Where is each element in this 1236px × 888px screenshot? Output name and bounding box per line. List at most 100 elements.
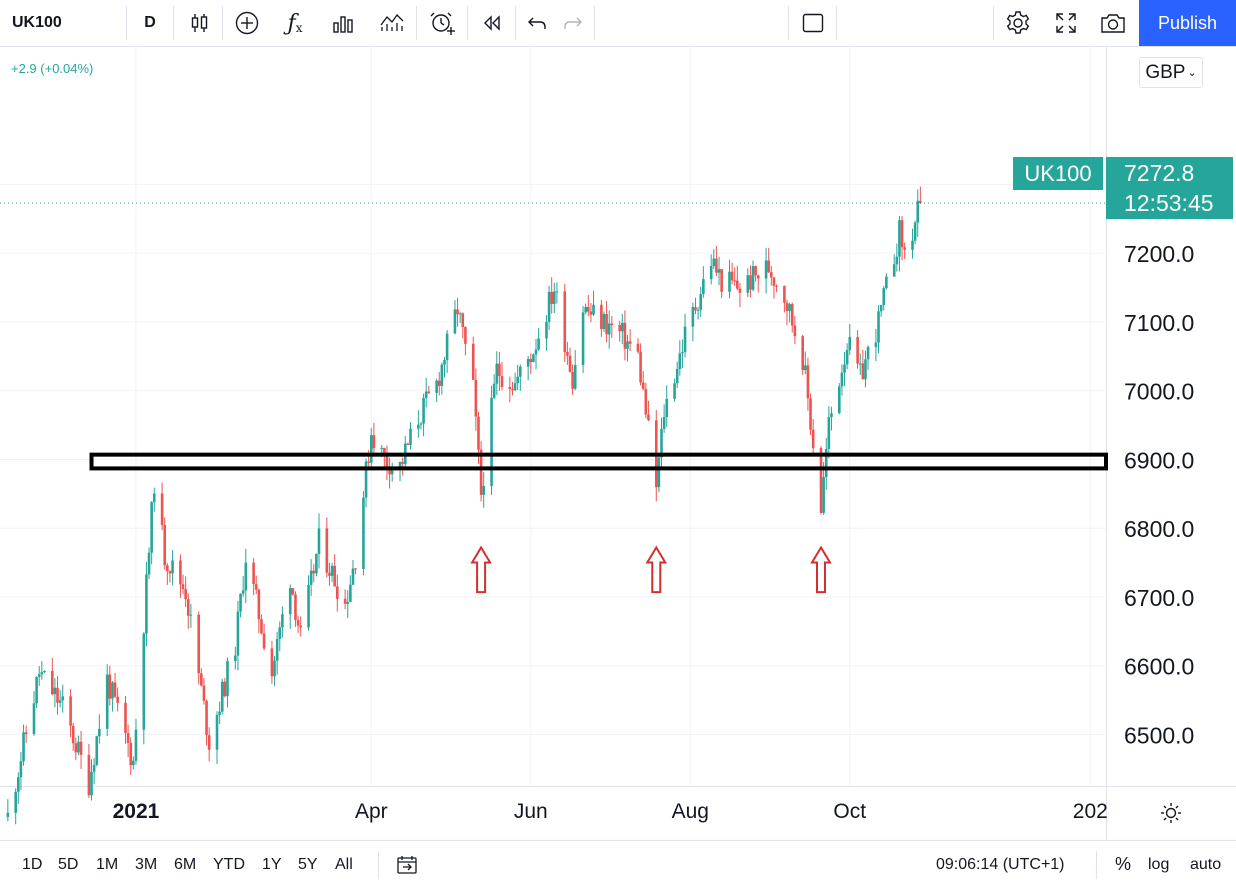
camera-icon[interactable]: [1090, 0, 1136, 46]
auto-toggle[interactable]: auto: [1190, 855, 1222, 873]
toolbar-divider: [1096, 851, 1097, 879]
candle-body: [605, 314, 608, 335]
candle-body: [843, 364, 846, 373]
symbol-search[interactable]: UK100: [12, 14, 62, 31]
compare-icon[interactable]: [369, 0, 415, 46]
price-tick-label: 6500.0: [1124, 722, 1194, 748]
candle-body: [160, 493, 164, 526]
candle-body: [911, 240, 914, 250]
chevron-down-icon: ⌄: [1187, 67, 1197, 79]
candle-body: [696, 309, 700, 311]
candle-body: [307, 584, 310, 628]
clock-display[interactable]: 09:06:14 (UTC+1): [936, 855, 1065, 873]
range-1y[interactable]: 1Y: [262, 855, 282, 873]
candle-body: [37, 674, 41, 677]
candle-body: [626, 341, 629, 349]
log-toggle[interactable]: log: [1148, 855, 1170, 873]
candle-body: [388, 466, 391, 475]
range-ytd[interactable]: YTD: [213, 855, 245, 873]
range-5d[interactable]: 5D: [58, 855, 79, 873]
candle-body: [181, 584, 185, 590]
candle-body: [218, 711, 221, 715]
candle-body: [801, 336, 804, 371]
candle-body: [325, 528, 329, 573]
add-indicator-icon[interactable]: [225, 0, 269, 46]
candle-body: [200, 673, 203, 686]
candle-body: [351, 568, 355, 585]
candle-body: [90, 771, 93, 796]
chart-grid: [0, 47, 1106, 786]
range-5y[interactable]: 5Y: [298, 855, 318, 873]
candle-body: [809, 398, 812, 430]
range-1d[interactable]: 1D: [22, 855, 43, 873]
candle-body: [665, 398, 669, 418]
candle-body: [129, 742, 133, 766]
candle-body: [215, 714, 219, 750]
candle-body: [728, 271, 731, 292]
candle-body: [513, 383, 517, 391]
time-tick-label: Jun: [514, 800, 548, 823]
candle-body: [53, 687, 57, 695]
settings-icon[interactable]: [996, 0, 1040, 46]
candle-body: [607, 323, 611, 335]
candle-body: [702, 279, 705, 295]
candle-body: [477, 416, 480, 450]
candle-body: [720, 269, 723, 292]
alert-icon[interactable]: [420, 0, 466, 46]
candle-body: [660, 428, 663, 458]
toolbar-divider: [173, 6, 174, 40]
candle-body: [32, 703, 36, 735]
time-tick-label: Apr: [355, 800, 388, 823]
fullscreen-icon[interactable]: [1043, 0, 1089, 46]
candle-body: [919, 200, 922, 204]
publish-button[interactable]: Publish: [1139, 0, 1236, 46]
candle-body: [827, 417, 831, 449]
interval-button[interactable]: D: [144, 14, 156, 31]
candle-body: [882, 288, 886, 306]
candle-body: [770, 272, 773, 278]
candle-body: [641, 382, 645, 389]
layout-icon[interactable]: [791, 0, 835, 46]
range-all[interactable]: All: [335, 855, 353, 873]
candle-body: [390, 466, 394, 475]
candle-body: [380, 447, 384, 449]
candle-body: [861, 363, 865, 380]
range-1m[interactable]: 1M: [96, 855, 119, 873]
candle-body: [830, 413, 833, 418]
candle-body: [401, 461, 404, 464]
candle-body: [437, 380, 441, 386]
percent-toggle[interactable]: %: [1115, 854, 1132, 874]
time-tick-label: 202: [1073, 800, 1108, 823]
candle-body: [553, 291, 556, 304]
bar-chart-icon[interactable]: [321, 0, 365, 46]
candle-body: [498, 363, 501, 377]
candles-icon[interactable]: [177, 0, 221, 46]
candle-body: [754, 266, 757, 276]
currency-select[interactable]: GBP ⌄: [1139, 57, 1203, 88]
candle-body: [328, 572, 331, 576]
replay-icon[interactable]: [470, 0, 514, 46]
candle-body: [145, 574, 148, 634]
candle-body: [189, 614, 193, 616]
undo-icon[interactable]: [518, 0, 556, 46]
range-3m[interactable]: 3M: [135, 855, 158, 873]
redo-icon[interactable]: [554, 0, 592, 46]
candle-body: [806, 365, 810, 399]
axis-settings-icon[interactable]: [1106, 787, 1236, 839]
price-change: +2.9 (+0.04%): [11, 61, 94, 76]
candle-body: [471, 343, 475, 380]
candle-body: [885, 276, 888, 289]
candle-body: [422, 397, 425, 424]
candle-body: [879, 305, 883, 312]
candle-body: [95, 736, 99, 766]
candle-body: [822, 477, 825, 513]
candle-body: [456, 309, 459, 315]
range-6m[interactable]: 6M: [174, 855, 197, 873]
candle-body: [733, 280, 737, 282]
candle-body: [895, 256, 899, 265]
goto-date-icon[interactable]: [396, 841, 418, 888]
toolbar-divider: [836, 6, 837, 40]
candle-body: [168, 571, 172, 574]
